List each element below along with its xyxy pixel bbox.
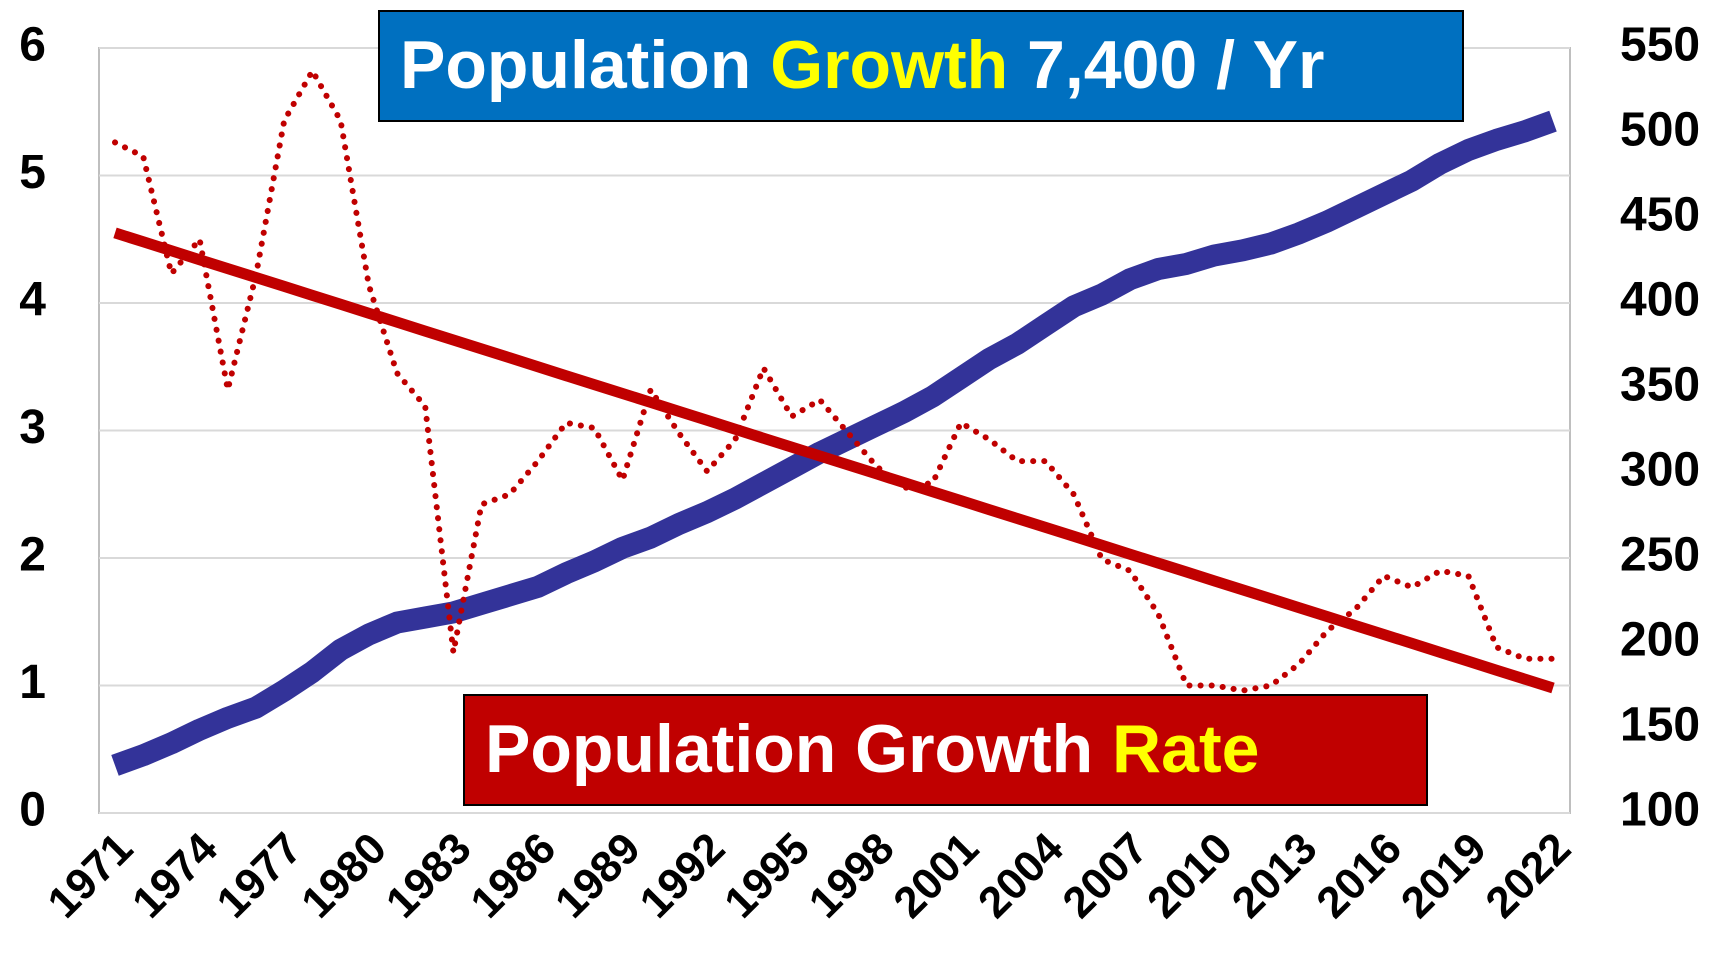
series-line: [111, 110, 1557, 776]
x-tick-label: 2010: [1138, 824, 1242, 928]
label-part: Growth: [770, 27, 1008, 103]
x-tick-label: 1971: [38, 824, 142, 928]
y2-tick-label: 150: [1620, 699, 1700, 752]
x-tick-label: 1992: [631, 824, 735, 928]
x-tick-label: 2007: [1053, 824, 1157, 928]
y-tick-label: 6: [19, 19, 46, 72]
x-tick-label: 2004: [969, 823, 1073, 927]
y-tick-label: 0: [19, 784, 46, 837]
y2-tick-label: 550: [1620, 19, 1700, 72]
x-tick-label: 2001: [884, 824, 988, 928]
x-tick-label: 1995: [715, 824, 819, 928]
x-tick-label: 1986: [461, 824, 565, 928]
y-tick-label: 5: [19, 146, 46, 199]
label-text: Population Growth Rate: [485, 711, 1259, 787]
series-line: [113, 227, 1555, 694]
y2-tick-label: 400: [1620, 274, 1700, 327]
y-tick-label: 4: [19, 274, 46, 327]
x-tick-label: 2016: [1307, 824, 1411, 928]
x-tick-label: 1983: [377, 824, 481, 928]
series-line: [112, 64, 1556, 694]
y-tick-label: 1: [19, 656, 46, 709]
label-box: [463, 694, 1428, 806]
label-part: Rate: [1112, 711, 1259, 787]
y2-tick-label: 200: [1620, 614, 1700, 667]
x-tick-label: 2019: [1392, 824, 1496, 928]
y2-tick-label: 350: [1620, 359, 1700, 412]
y2-tick-label: 100: [1620, 784, 1700, 837]
x-tick-label: 1980: [292, 824, 396, 928]
y2-tick-label: 500: [1620, 104, 1700, 157]
y2-tick-label: 300: [1620, 444, 1700, 497]
x-tick-label: 1998: [800, 824, 904, 928]
x-tick-label: 2022: [1476, 824, 1580, 928]
y2-tick-label: 250: [1620, 529, 1700, 582]
y-tick-label: 3: [19, 401, 46, 454]
x-tick-label: 1977: [208, 824, 312, 928]
label-part: Population: [400, 27, 770, 103]
label-part: 7,400 / Yr: [1008, 27, 1324, 103]
y-tick-label: 2: [19, 529, 46, 582]
label-part: Population Growth: [485, 711, 1112, 787]
y2-tick-label: 450: [1620, 189, 1700, 242]
x-tick-label: 1989: [546, 824, 650, 928]
x-tick-label: 1974: [123, 823, 227, 927]
x-tick-label: 2013: [1223, 824, 1327, 928]
label-box: [378, 10, 1464, 122]
label-text: Population Growth 7,400 / Yr: [400, 27, 1324, 103]
